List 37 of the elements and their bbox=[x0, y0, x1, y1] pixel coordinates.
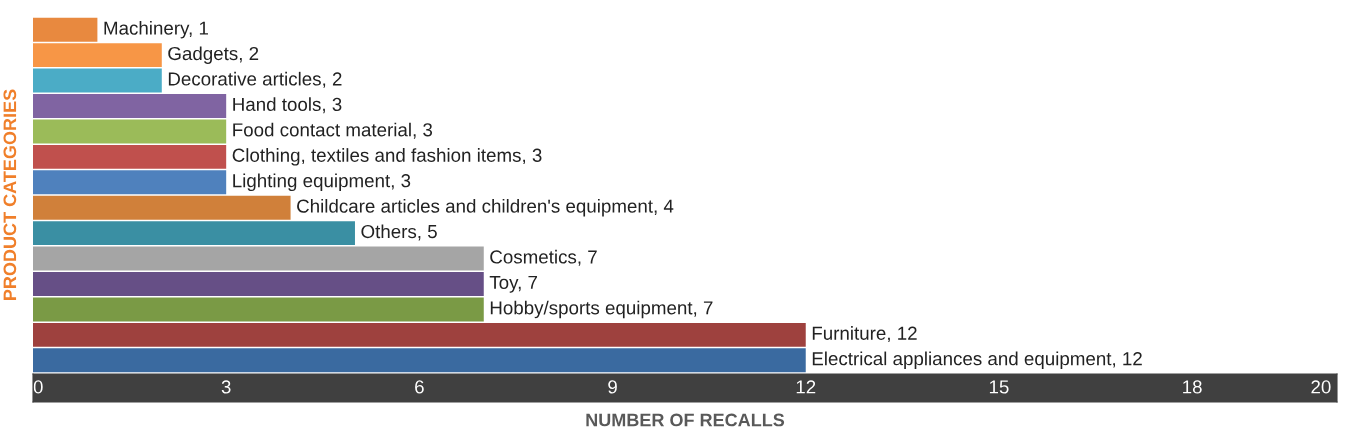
x-tick-label: 9 bbox=[608, 380, 617, 394]
bar bbox=[33, 17, 98, 42]
bar bbox=[33, 297, 484, 322]
bar bbox=[33, 43, 162, 68]
data-label: Food contact material, 3 bbox=[233, 122, 433, 139]
bar bbox=[33, 144, 227, 169]
data-label: Clothing, textiles and fashion items, 3 bbox=[232, 148, 542, 166]
data-label: Furniture, 12 bbox=[812, 326, 917, 343]
data-label: Decorative articles, 2 bbox=[168, 71, 342, 88]
x-tick-label: 18 bbox=[1183, 380, 1202, 394]
x-tick-label: 6 bbox=[415, 380, 424, 394]
x-tick-label: 3 bbox=[221, 380, 231, 394]
bar bbox=[33, 68, 162, 93]
data-label: Others, 5 bbox=[361, 224, 437, 241]
bar bbox=[33, 246, 484, 271]
bar bbox=[33, 94, 227, 118]
data-label: Electrical appliances and equipment, 12 bbox=[812, 351, 1142, 370]
bar bbox=[33, 119, 227, 144]
data-label: Cosmetics, 7 bbox=[490, 249, 597, 266]
x-tick-label: 15 bbox=[989, 380, 1009, 394]
bar bbox=[33, 272, 484, 296]
bar bbox=[33, 170, 227, 195]
data-label: Hobby/sports equipment, 7 bbox=[490, 300, 713, 319]
x-tick-label: 20 bbox=[1311, 380, 1331, 394]
bar bbox=[33, 322, 806, 347]
data-label: Machinery, 1 bbox=[104, 20, 208, 39]
x-axis-title: NUMBER OF RECALLS bbox=[586, 413, 785, 427]
data-label: Lighting equipment, 3 bbox=[233, 173, 411, 192]
data-label: Gadgets, 2 bbox=[168, 46, 259, 64]
y-axis-title: PRODUCT CATEGORIES bbox=[3, 89, 17, 300]
x-tick-label: 0 bbox=[33, 380, 43, 394]
x-tick-label: 12 bbox=[796, 380, 816, 394]
bar bbox=[33, 221, 355, 246]
data-label: Toy, 7 bbox=[489, 275, 538, 293]
bar bbox=[33, 195, 291, 220]
data-label: Childcare articles and children's equipment, 4 bbox=[297, 198, 674, 217]
data-label: Hand tools, 3 bbox=[233, 97, 342, 114]
